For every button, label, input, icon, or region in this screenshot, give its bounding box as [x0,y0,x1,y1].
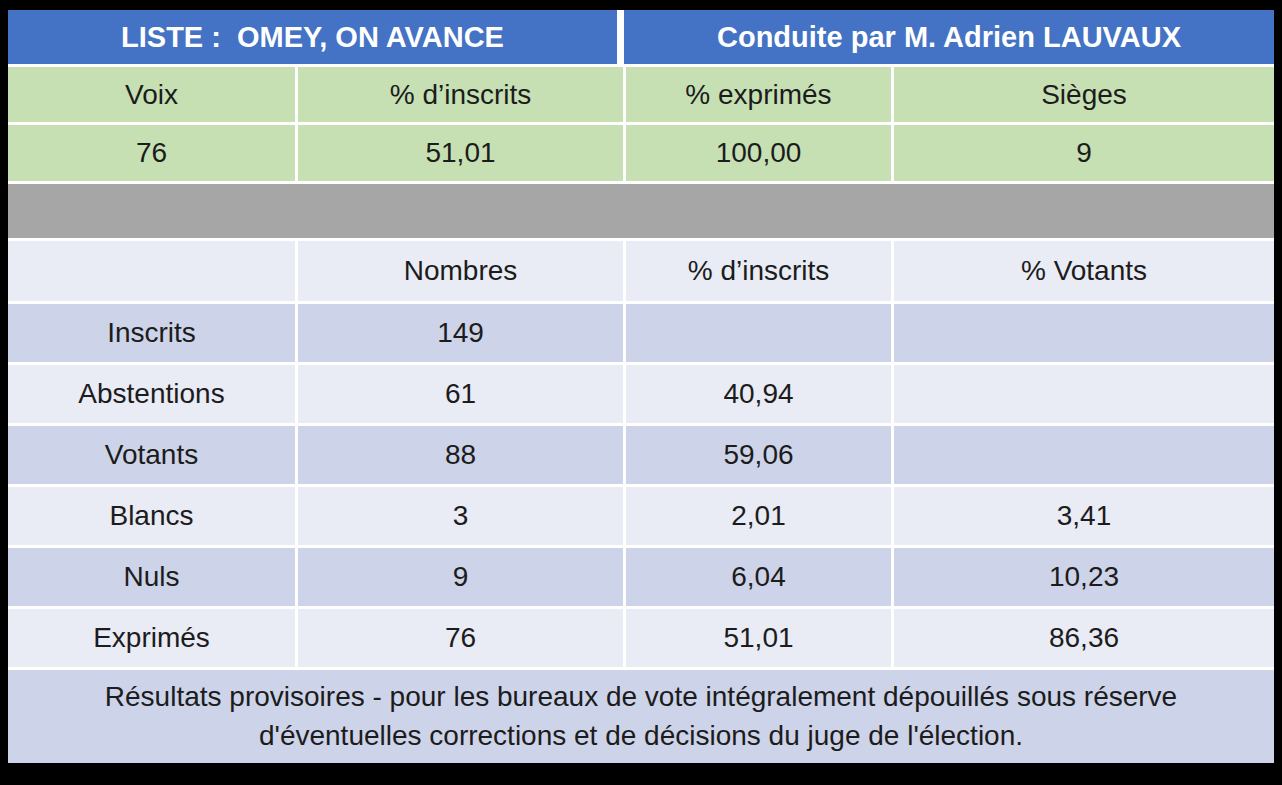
list-name-header: LISTE : OMEY, ON AVANCE [8,10,617,64]
detail-cell-nombres: 61 [298,365,623,423]
detail-cell-pct-inscrits: 6,04 [626,548,891,606]
detail-cell-pct-inscrits: 51,01 [626,609,891,667]
detail-row-label: Votants [8,426,295,484]
detail-row-label: Nuls [8,548,295,606]
detail-cell-nombres: 88 [298,426,623,484]
conductor-header: Conduite par M. Adrien LAUVAUX [624,10,1274,64]
table-row-exprimes: Exprimés 76 51,01 86,36 [8,609,1274,667]
detail-cell-nombres: 3 [298,487,623,545]
summary-value-pct-inscrits: 51,01 [298,125,623,181]
detail-row-label: Abstentions [8,365,295,423]
detail-cell-nombres: 149 [298,304,623,362]
table-row-inscrits: Inscrits 149 [8,304,1274,362]
detail-cell-pct-votants [894,426,1274,484]
summary-header-voix: Voix [8,67,295,122]
summary-header-pct-exprimes: % exprimés [626,67,891,122]
detail-cell-pct-inscrits: 2,01 [626,487,891,545]
details-header-empty [8,241,295,301]
detail-cell-nombres: 9 [298,548,623,606]
summary-value-sieges: 9 [894,125,1274,181]
detail-cell-pct-votants: 3,41 [894,487,1274,545]
table-row-votants: Votants 88 59,06 [8,426,1274,484]
results-card: LISTE : OMEY, ON AVANCE Conduite par M. … [8,10,1274,763]
detail-row-label: Blancs [8,487,295,545]
details-header-row: Nombres % d’inscrits % Votants [8,241,1274,301]
table-row-abstentions: Abstentions 61 40,94 [8,365,1274,423]
table-row-nuls: Nuls 9 6,04 10,23 [8,548,1274,606]
details-header-pct-inscrits: % d’inscrits [626,241,891,301]
disclaimer-text: Résultats provisoires - pour les bureaux… [8,670,1274,763]
details-header-nombres: Nombres [298,241,623,301]
list-header-row: LISTE : OMEY, ON AVANCE Conduite par M. … [8,10,1274,64]
details-header-pct-votants: % Votants [894,241,1274,301]
summary-value-voix: 76 [8,125,295,181]
detail-cell-pct-votants [894,365,1274,423]
detail-row-label: Inscrits [8,304,295,362]
detail-cell-pct-inscrits: 59,06 [626,426,891,484]
table-row-blancs: Blancs 3 2,01 3,41 [8,487,1274,545]
detail-cell-pct-inscrits [626,304,891,362]
detail-cell-pct-votants: 86,36 [894,609,1274,667]
results-screenshot: { "list_header": { "list_label": "LISTE … [0,0,1282,785]
summary-header-row: Voix % d’inscrits % exprimés Sièges [8,67,1274,122]
detail-cell-pct-inscrits: 40,94 [626,365,891,423]
detail-cell-pct-votants: 10,23 [894,548,1274,606]
detail-row-label: Exprimés [8,609,295,667]
detail-cell-nombres: 76 [298,609,623,667]
detail-cell-pct-votants [894,304,1274,362]
summary-header-sieges: Sièges [894,67,1274,122]
separator-bar [8,184,1274,238]
summary-value-pct-exprimes: 100,00 [626,125,891,181]
summary-values-row: 76 51,01 100,00 9 [8,125,1274,181]
summary-header-pct-inscrits: % d’inscrits [298,67,623,122]
